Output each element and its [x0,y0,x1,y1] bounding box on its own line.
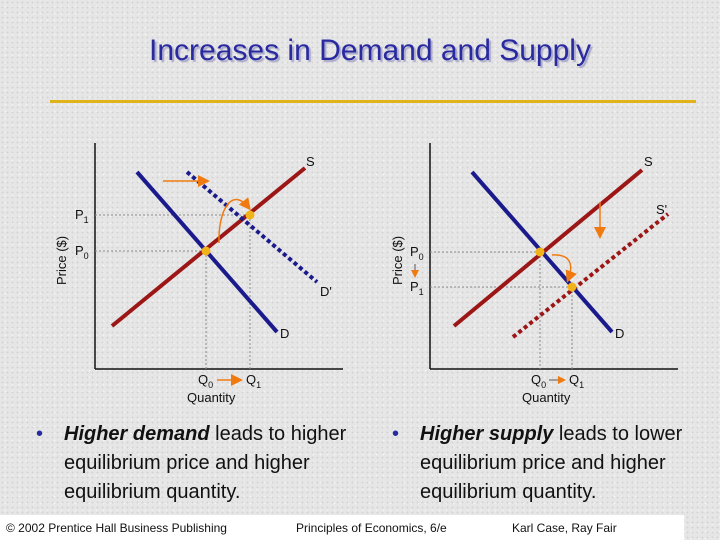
left-equilibrium-0 [201,246,211,256]
right-equilibrium-0 [535,247,545,257]
bullet-marker: • [36,423,44,445]
left-diagram: S D D' P1 P0 Q0 Q1 Quantity Price ($) [54,143,343,405]
bullet-marker: • [392,423,400,445]
footer-authors: Karl Case, Ray Fair [512,521,617,535]
right-p1-label: P1 [410,279,424,297]
footer-copyright: © 2002 Prentice Hall Business Publishing [6,521,227,535]
footer-book: Principles of Economics, 6/e [296,521,447,535]
right-x-axis-label: Quantity [522,390,571,405]
left-q0-label: Q0 [198,372,213,390]
left-p1-label: P1 [75,207,89,225]
left-q1-label: Q1 [246,372,261,390]
title-underline [50,100,696,103]
right-supply-label: S [644,154,653,169]
bullet-text: leads to higher equilibrium price and hi… [64,423,347,503]
right-move-arrow [551,254,577,283]
right-supply-shifted-label: S' [656,202,667,217]
right-demand-label: D [615,326,624,341]
right-q0-label: Q0 [531,372,546,390]
footer-bar: © 2002 Prentice Hall Business Publishing… [0,515,684,540]
left-x-axis-label: Quantity [187,390,236,405]
left-demand-shifted-curve [185,170,319,284]
right-equilibrium-1 [567,282,577,292]
left-p0-label: P0 [75,243,89,261]
left-supply-curve [110,166,307,328]
bullet-text: leads to lower equilibrium price and hig… [420,423,683,503]
left-demand-label: D [280,326,289,341]
bullet-emphasis: Higher demand [64,423,210,445]
left-supply-label: S [306,154,315,169]
bullet-demand: • Higher demand leads to higher equilibr… [36,420,374,507]
bullet-emphasis: Higher supply [420,423,554,445]
right-y-axis-label: Price ($) [390,236,405,285]
right-diagram: S S' D P0 P1 Q0 Q1 Quantity Price ($) [390,143,678,405]
left-equilibrium-1 [245,210,255,220]
right-p0-label: P0 [410,244,424,262]
slide-title: Increases in Demand and Supply [149,34,591,67]
right-q1-label: Q1 [569,372,584,390]
right-supply-curve [452,168,644,328]
left-move-arrow [218,197,251,244]
right-supply-shifted-curve [511,212,670,339]
left-y-axis-label: Price ($) [54,236,69,285]
bullet-supply: • Higher supply leads to lower equilibri… [392,420,720,507]
left-demand-shifted-label: D' [320,284,332,299]
